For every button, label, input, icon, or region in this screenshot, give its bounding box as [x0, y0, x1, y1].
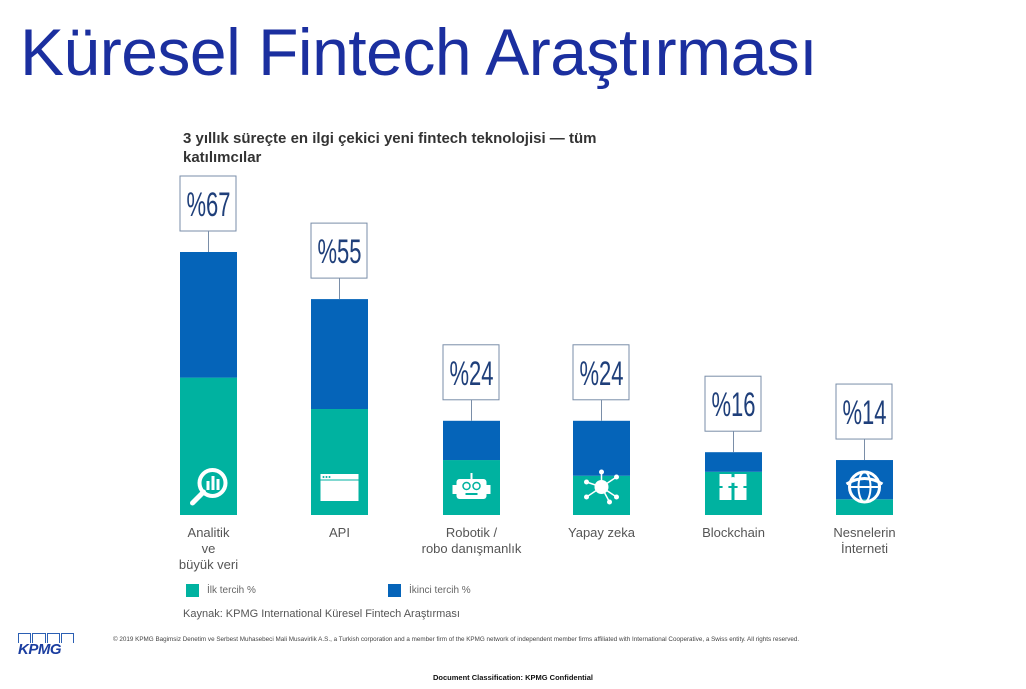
x-tick-label-line: Nesnelerin — [833, 525, 896, 540]
legend-item-second-choice: İkinci tercih % — [388, 584, 471, 597]
x-tick-label-line: API — [329, 525, 350, 540]
total-label-box — [572, 344, 630, 401]
robot-icon — [452, 473, 491, 499]
source-note: Kaynak: KPMG International Küresel Finte… — [183, 608, 460, 620]
legend-swatch — [388, 584, 401, 597]
x-tick-label-line: büyük veri — [178, 557, 239, 572]
globe-icon — [845, 470, 884, 504]
x-tick-label: Nesnelerin İnterneti — [800, 525, 930, 557]
chart-title: 3 yıllık süreçte en ilgi çekici yeni fin… — [183, 130, 597, 166]
network-node-icon — [584, 469, 619, 505]
total-label-box — [704, 375, 762, 432]
x-tick-label: Robotik / robo danışmanlık — [407, 525, 537, 557]
total-label: %14 — [843, 394, 887, 432]
document-classification: Document Classification: KPMG Confidenti… — [432, 673, 593, 682]
x-tick-label-line: robo danışmanlık — [421, 541, 522, 556]
total-label: %55 — [318, 233, 362, 271]
copyright-text: © 2019 KPMG Bagimsiz Denetim ve Serbest … — [113, 636, 800, 643]
x-tick-label: API — [275, 525, 405, 541]
x-tick-label: Blockchain — [669, 525, 799, 541]
bar-second-choice — [573, 420, 630, 476]
x-tick-label-line: İnterneti — [841, 541, 888, 556]
kpmg-logo: KPMG — [18, 633, 74, 657]
legend-item-first-choice: İlk tercih % — [186, 584, 256, 597]
total-label: %16 — [712, 386, 756, 424]
total-label: %24 — [580, 355, 624, 393]
bar-first-choice — [836, 499, 893, 515]
total-label-box — [835, 383, 893, 440]
total-label-box — [442, 344, 500, 401]
x-tick-label-line: Robotik / — [445, 525, 498, 540]
x-tick-label: Yapay zeka — [537, 525, 667, 541]
bar-first-choice — [180, 377, 237, 515]
total-label-box — [310, 222, 368, 279]
browser-window-icon — [320, 474, 359, 501]
x-tick-label-line: ve — [201, 541, 216, 556]
bar-second-choice — [311, 299, 368, 410]
x-tick-label: Analitik ve büyük veri — [144, 525, 274, 573]
bar-second-choice — [705, 452, 762, 472]
puzzle-icon — [719, 474, 747, 500]
legend-label: İlk tercih % — [207, 585, 256, 596]
legend-label: İkinci tercih % — [409, 585, 471, 596]
x-tick-label-line: Yapay zeka — [568, 525, 635, 540]
magnifier-chart-icon — [190, 468, 228, 506]
total-label: %24 — [450, 355, 494, 393]
x-tick-label-line: Blockchain — [702, 525, 765, 540]
slide-title: Küresel Fintech Araştırması — [20, 15, 818, 89]
total-label: %67 — [187, 186, 231, 224]
x-tick-label-line: Analitik — [187, 525, 230, 540]
legend-swatch — [186, 584, 199, 597]
bar-second-choice — [443, 420, 500, 461]
total-label-box — [179, 175, 237, 232]
bar-second-choice — [180, 252, 237, 378]
